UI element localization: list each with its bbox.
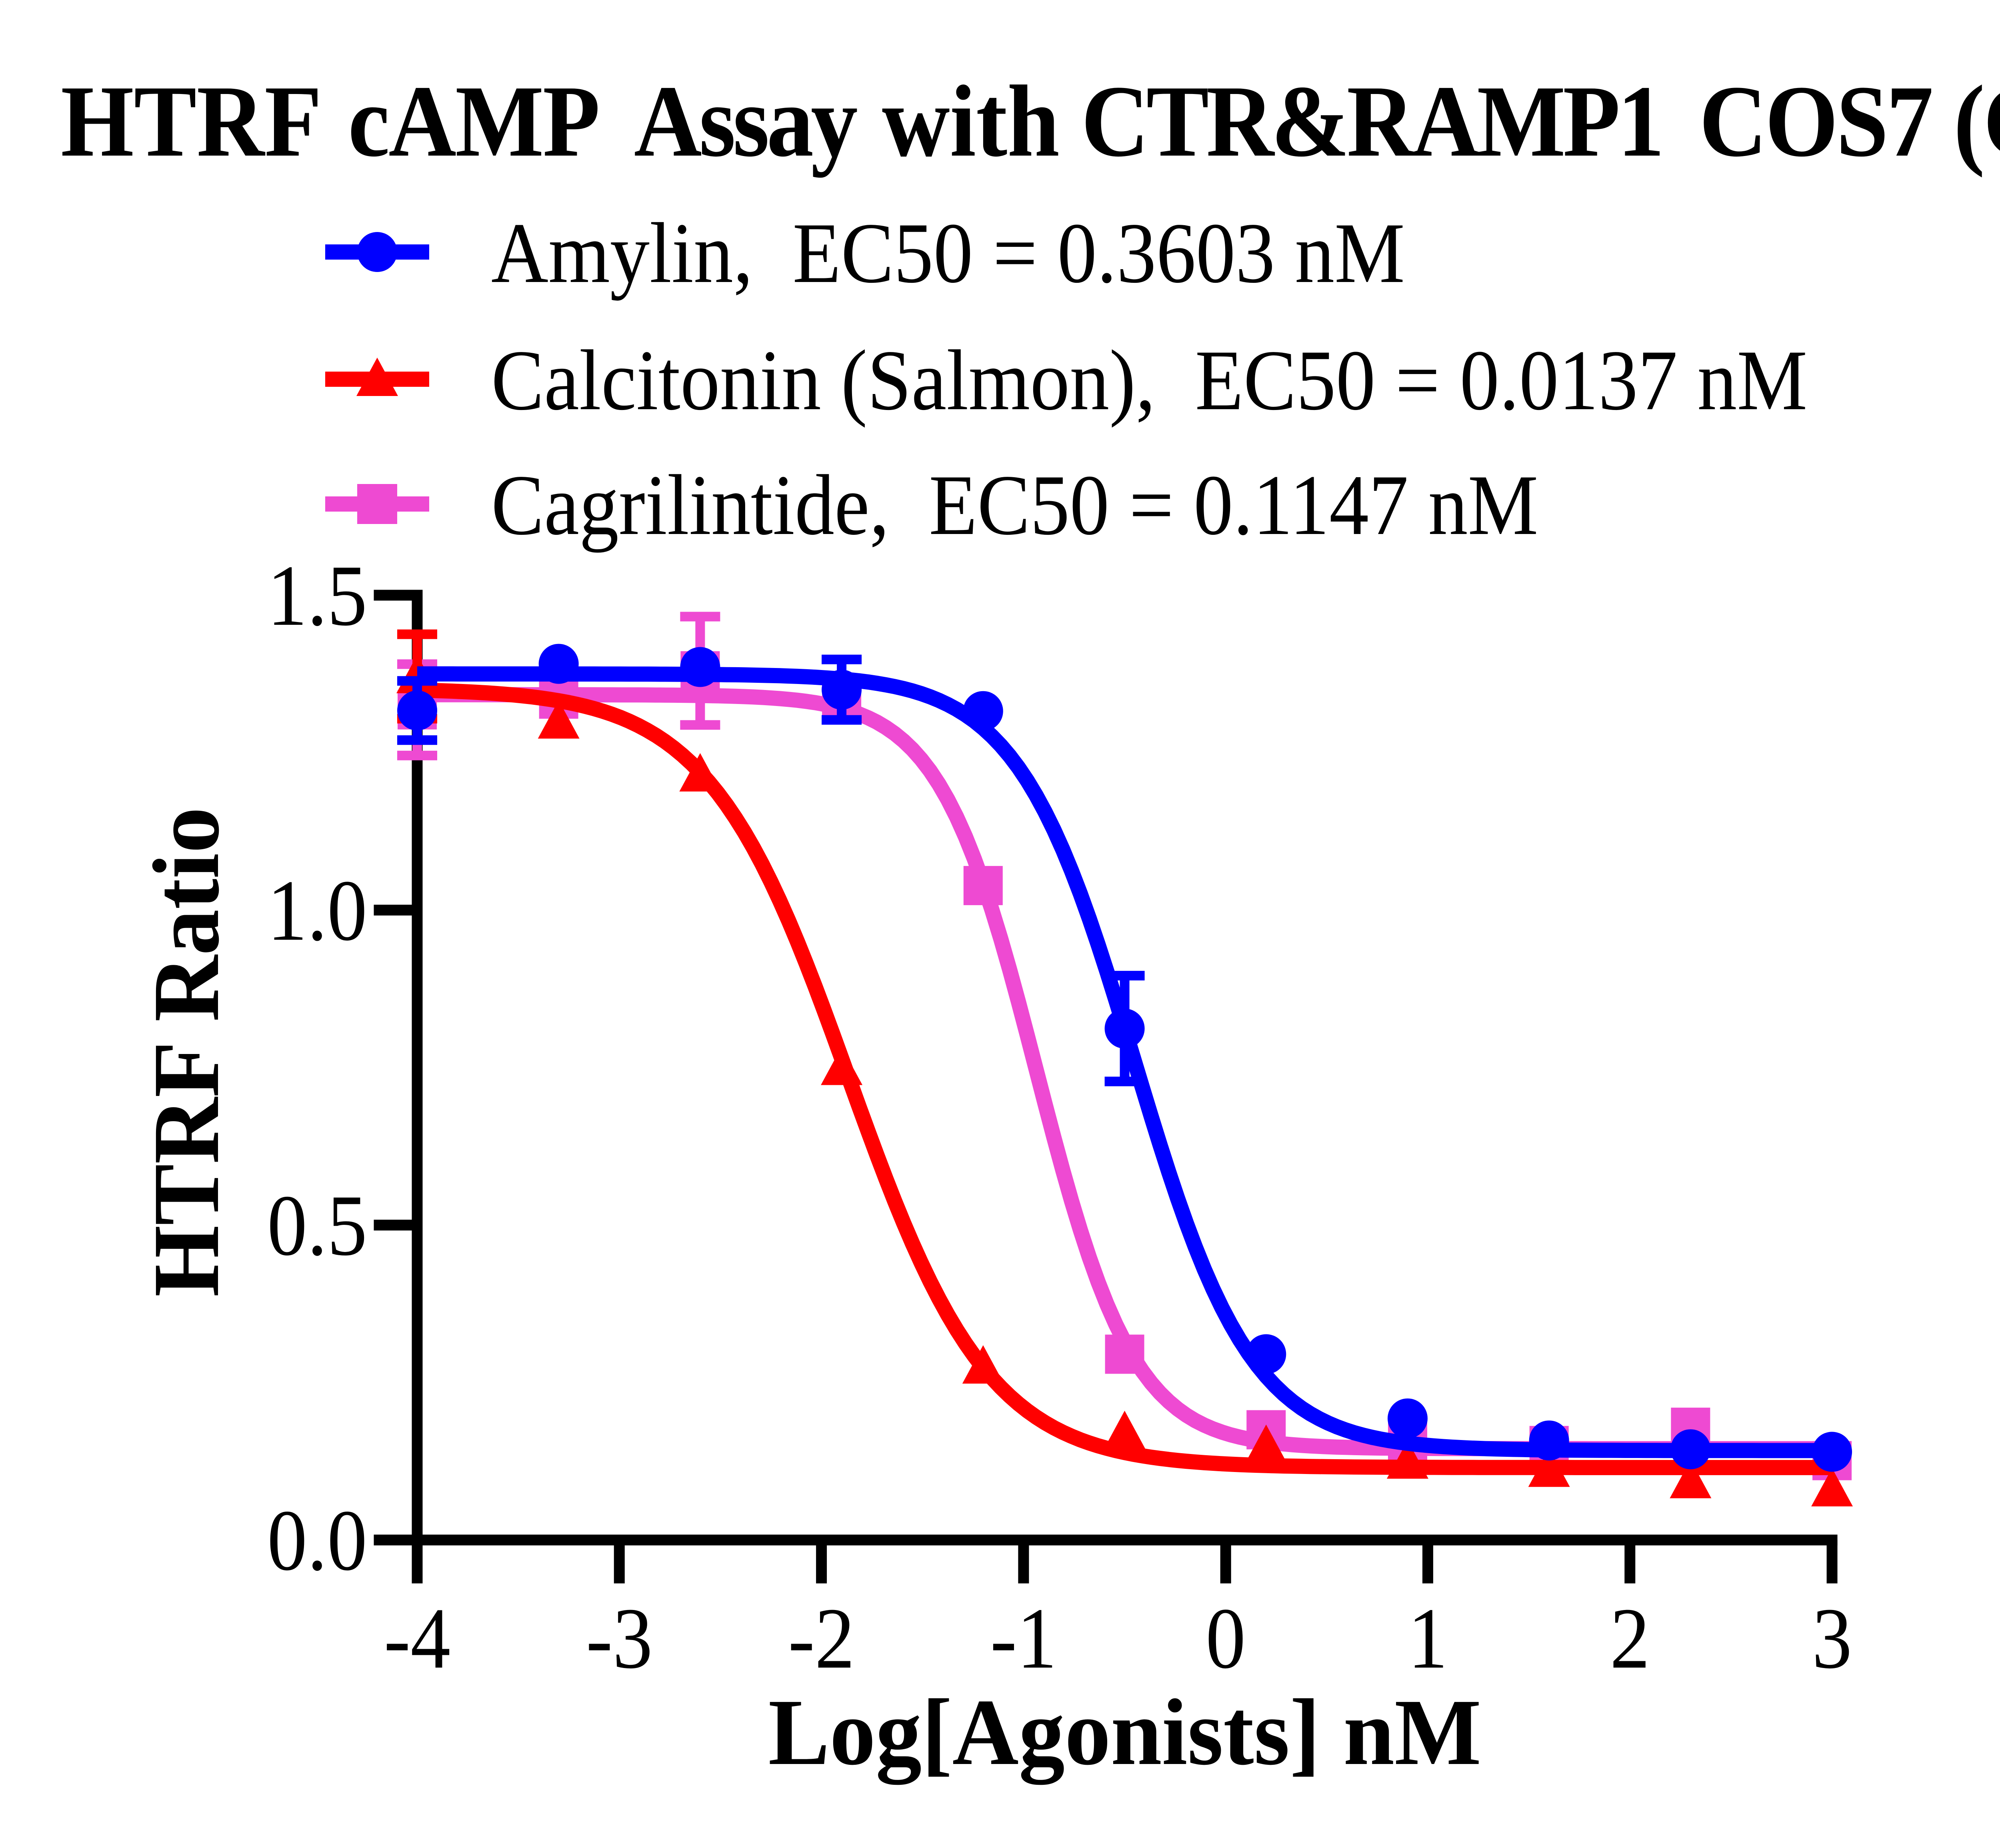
svg-text:-2: -2	[788, 1590, 855, 1687]
svg-text:Amylin, EC50 = 0.3603 nM: Amylin, EC50 = 0.3603 nM	[491, 205, 1405, 301]
svg-text:CTR&RAMP1: CTR&RAMP1	[1081, 65, 1662, 178]
svg-text:HTRF: HTRF	[61, 65, 322, 178]
svg-text:HTRF Ratio: HTRF Ratio	[134, 807, 239, 1297]
svg-text:Log[Agonists] nM: Log[Agonists] nM	[768, 1680, 1482, 1785]
svg-text:-3: -3	[586, 1590, 653, 1687]
svg-text:0.5: 0.5	[267, 1178, 367, 1274]
svg-text:3: 3	[1812, 1590, 1852, 1687]
svg-text:(C34): (C34)	[1954, 65, 2000, 178]
svg-text:with: with	[882, 65, 1060, 178]
svg-text:1: 1	[1408, 1590, 1448, 1687]
svg-text:1.5: 1.5	[267, 548, 367, 644]
svg-text:COS7: COS7	[1699, 65, 1932, 178]
svg-text:1.0: 1.0	[267, 863, 367, 959]
svg-text:Calcitonin (Salmon), EC50 = 0: Calcitonin (Salmon), EC50 = 0.0137 nM	[491, 332, 1807, 428]
svg-text:Assay: Assay	[634, 65, 857, 178]
svg-text:Cagrilintide, EC50 = 0.1147 n: Cagrilintide, EC50 = 0.1147 nM	[491, 457, 1538, 553]
svg-text:0: 0	[1206, 1590, 1246, 1687]
svg-text:-4: -4	[384, 1590, 451, 1687]
svg-text:-1: -1	[990, 1590, 1057, 1687]
svg-text:2: 2	[1610, 1590, 1650, 1687]
svg-text:cAMP: cAMP	[348, 65, 599, 178]
svg-text:0.0: 0.0	[267, 1492, 367, 1589]
